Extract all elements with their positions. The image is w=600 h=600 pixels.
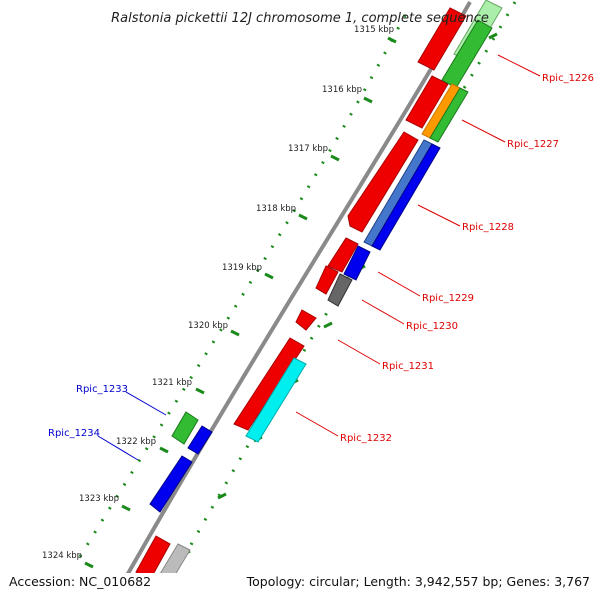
topology-summary-text: Topology: circular; Length: 3,942,557 bp…	[246, 574, 590, 589]
chromosome-backbone	[124, 1, 472, 575]
tick-label: 1315 kbp	[354, 25, 394, 35]
gene-light-gray-bar[interactable]	[154, 543, 191, 590]
accession-text: Accession: NC_010682	[9, 574, 151, 589]
outer-tick-marks	[84, 36, 397, 569]
gene-lower-red-arrow[interactable]	[135, 535, 171, 580]
gene-label-rpic-1229[interactable]: Rpic_1229	[422, 293, 474, 304]
label-leader-lines	[97, 54, 541, 461]
tick-label: 1322 kbp	[116, 437, 156, 447]
gene-rpic-1226-arrow[interactable]	[417, 7, 467, 71]
gene-label-rpic-1231[interactable]: Rpic_1231	[382, 361, 434, 372]
gene-rpic-1234-arrow[interactable]	[149, 455, 193, 513]
gene-rpic-1230-arrow[interactable]	[315, 265, 339, 295]
tick-label: 1318 kbp	[256, 204, 296, 214]
gene-cyan-bar[interactable]	[245, 357, 307, 443]
gene-label-rpic-1228[interactable]: Rpic_1228	[462, 222, 514, 233]
map-title: Ralstonia pickettii 12J chromosome 1, co…	[111, 11, 489, 26]
tick-label: 1316 kbp	[322, 85, 362, 95]
gene-label-rpic-1226[interactable]: Rpic_1226	[542, 73, 594, 84]
gene-label-rpic-1232[interactable]: Rpic_1232	[340, 433, 392, 444]
gene-label-rpic-1227[interactable]: Rpic_1227	[507, 139, 559, 150]
gene-label-rpic-1230[interactable]: Rpic_1230	[406, 321, 458, 332]
tick-label: 1319 kbp	[222, 263, 262, 273]
gene-blue-arrow[interactable]	[343, 245, 371, 281]
gene-label-rpic-1233[interactable]: Rpic_1233	[76, 384, 128, 395]
gene-small-blue-arrow[interactable]	[187, 425, 213, 455]
tick-label: 1320 kbp	[188, 321, 228, 331]
tick-label: 1324 kbp	[42, 551, 82, 561]
footer-band	[0, 573, 600, 600]
gene-rpic-1228-arrow[interactable]	[347, 131, 419, 233]
tick-label: 1317 kbp	[288, 144, 328, 154]
gene-rpic-1231-arrow[interactable]	[295, 309, 317, 331]
gene-label-rpic-1234[interactable]: Rpic_1234	[48, 428, 100, 439]
outer-dotted-track	[76, 14, 407, 561]
gene-gray-arrow[interactable]	[327, 273, 353, 307]
gene-rpic-1232-arrow[interactable]	[233, 337, 305, 431]
gene-rpic-1229-arrow[interactable]	[327, 237, 359, 273]
gene-rpic-1227-arrow[interactable]	[405, 75, 449, 129]
tick-label: 1323 kbp	[79, 494, 119, 504]
gene-rpic-1233-arrow[interactable]	[171, 411, 199, 445]
gene-green-bar-2[interactable]	[429, 87, 469, 143]
gene-blue-bar[interactable]	[371, 143, 441, 251]
tick-label: 1321 kbp	[152, 378, 192, 388]
